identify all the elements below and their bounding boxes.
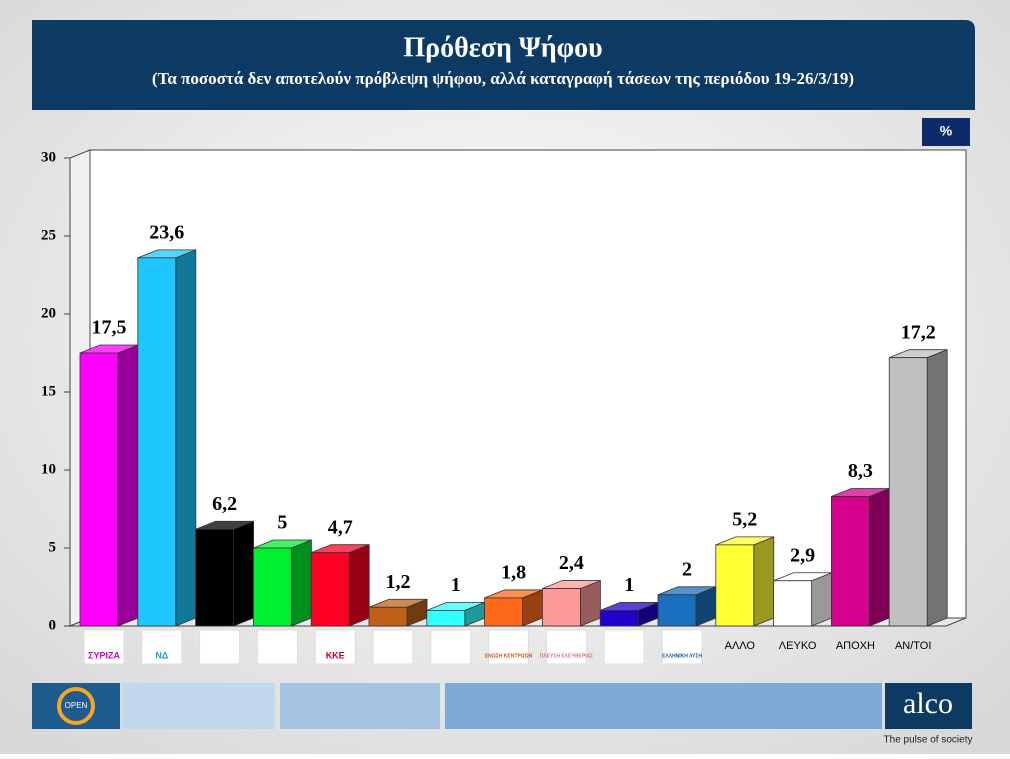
bar-side [926,349,948,627]
y-tick-label: 20 [41,305,56,321]
value-label: 5 [277,512,287,534]
x-tick-label: ΠΛΕΥΣΗ ΕΛΕΥΘΕΡΙΑΣ [540,653,593,659]
y-tick-label: 0 [49,617,57,633]
footer-strip [280,683,440,729]
unit-badge [922,118,970,146]
y-tick-label: 30 [41,149,56,165]
brand-tagline: The pulse of society [884,735,973,746]
value-label: 8,3 [848,460,873,482]
open-logo-ring [57,687,95,725]
bar [888,357,928,627]
x-tick-label: ΑΛΛΟ [725,640,756,652]
value-label: 1 [624,574,634,596]
x-tick-label: ΑΠΟΧΗ [836,640,875,652]
bar [831,496,870,627]
footer-strip [445,683,882,729]
party-logo [141,629,183,665]
value-label: 4,7 [328,516,353,538]
party-logo [372,629,414,665]
open-logo-text: OPEN [65,701,88,710]
bar [195,528,235,627]
value-label: 17,5 [92,317,127,339]
bar [137,257,177,627]
y-tick-label: 15 [41,383,56,399]
x-tick-label: ΑΝ/ΤΟΙ [895,640,931,652]
value-label: 1 [451,574,461,596]
bar [79,352,119,627]
y-tick-label: 5 [49,539,57,555]
party-logo [199,629,241,665]
party-logo [256,629,298,665]
bar-side [348,544,370,627]
value-label: 23,6 [149,221,184,243]
party-logo [603,629,645,665]
party-logo [314,629,356,665]
bar-side [811,572,832,627]
bar [310,552,350,627]
bar [252,547,292,627]
bar-side [117,344,139,627]
bar-side [753,536,775,627]
brand-box [885,683,972,729]
value-label: 2,4 [559,552,584,574]
bar [484,597,524,627]
value-label: 1,8 [501,562,526,584]
bar-side [233,520,255,627]
bar-side [290,539,312,627]
x-tick-label: ΛΕΥΚΟ [779,640,817,652]
party-logo [545,629,587,665]
bar-side [175,249,197,627]
unit-label: % [940,123,953,139]
y-tick-label: 10 [41,461,56,477]
bar [599,610,639,627]
party-logo [430,629,472,665]
header-banner [32,20,975,110]
chart-title: Πρόθεση Ψήφου [403,32,602,63]
bar [773,580,812,627]
footer-strip [122,683,275,729]
value-label: 5,2 [732,508,757,530]
value-label: 1,2 [386,571,411,593]
bar [715,544,755,627]
party-logo [488,629,530,665]
x-tick-label: ΚΚΕ [326,650,345,660]
value-label: 6,2 [212,493,237,515]
value-label: 17,2 [901,321,936,343]
bar-side [869,487,890,627]
x-tick-label: ΕΝΩΣΗ ΚΕΝΤΡΩΩΝ [485,653,533,659]
value-label: 2,9 [790,544,815,566]
bar [657,594,697,627]
x-tick-label: ΣΥΡΙΖΑ [88,650,120,660]
x-tick-label: ΕΛΛΗΝΙΚΗ ΛΥΣΗ [662,653,702,659]
party-logo [661,629,703,665]
x-tick-label: ΝΔ [155,650,168,660]
y-tick-label: 25 [41,227,56,243]
chart-subtitle: (Τα ποσοστά δεν αποτελούν πρόβλεψη ψήφου… [152,69,854,88]
bar [368,606,408,627]
bar [426,610,466,627]
brand-name: alco [903,687,953,720]
bar [542,588,581,627]
party-logo [83,629,125,665]
value-label: 2 [682,558,692,580]
